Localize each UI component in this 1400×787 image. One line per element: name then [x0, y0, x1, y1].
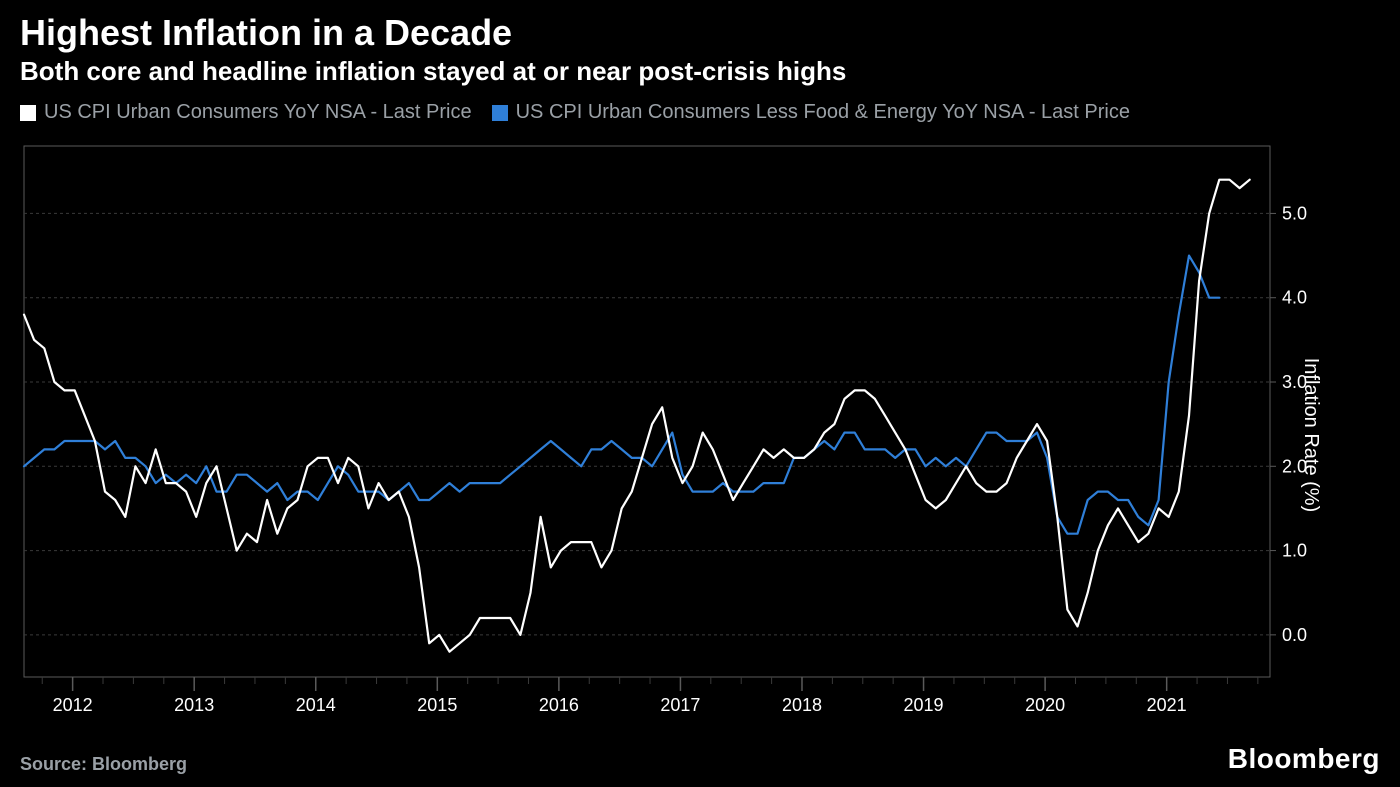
legend-item-core: US CPI Urban Consumers Less Food & Energ…: [492, 101, 1130, 124]
chart-area: 0.01.02.03.04.05.02012201320142015201620…: [20, 142, 1380, 727]
chart-container: Highest Inflation in a Decade Both core …: [0, 0, 1400, 787]
footer-row: Source: Bloomberg Bloomberg: [20, 743, 1380, 775]
svg-text:1.0: 1.0: [1282, 541, 1307, 561]
chart-title: Highest Inflation in a Decade: [0, 0, 1400, 54]
legend: US CPI Urban Consumers YoY NSA - Last Pr…: [0, 95, 1400, 130]
svg-text:5.0: 5.0: [1282, 203, 1307, 223]
svg-text:2017: 2017: [660, 695, 700, 715]
svg-text:2014: 2014: [296, 695, 336, 715]
svg-text:0.0: 0.0: [1282, 625, 1307, 645]
chart-subtitle: Both core and headline inflation stayed …: [0, 54, 1400, 95]
legend-label-core: US CPI Urban Consumers Less Food & Energ…: [516, 101, 1130, 124]
svg-text:2012: 2012: [53, 695, 93, 715]
svg-text:2016: 2016: [539, 695, 579, 715]
svg-text:4.0: 4.0: [1282, 288, 1307, 308]
legend-item-headline: US CPI Urban Consumers YoY NSA - Last Pr…: [20, 101, 472, 124]
svg-text:2015: 2015: [417, 695, 457, 715]
legend-swatch-core: [492, 105, 508, 121]
svg-text:2018: 2018: [782, 695, 822, 715]
svg-text:2020: 2020: [1025, 695, 1065, 715]
svg-text:2019: 2019: [904, 695, 944, 715]
source-label: Source: Bloomberg: [20, 754, 187, 775]
legend-swatch-headline: [20, 105, 36, 121]
chart-svg: 0.01.02.03.04.05.02012201320142015201620…: [20, 142, 1380, 727]
brand-logo: Bloomberg: [1228, 743, 1380, 775]
y-axis-label: Inflation Rate (%): [1299, 357, 1322, 512]
svg-text:2021: 2021: [1147, 695, 1187, 715]
svg-text:2013: 2013: [174, 695, 214, 715]
legend-label-headline: US CPI Urban Consumers YoY NSA - Last Pr…: [44, 101, 472, 124]
